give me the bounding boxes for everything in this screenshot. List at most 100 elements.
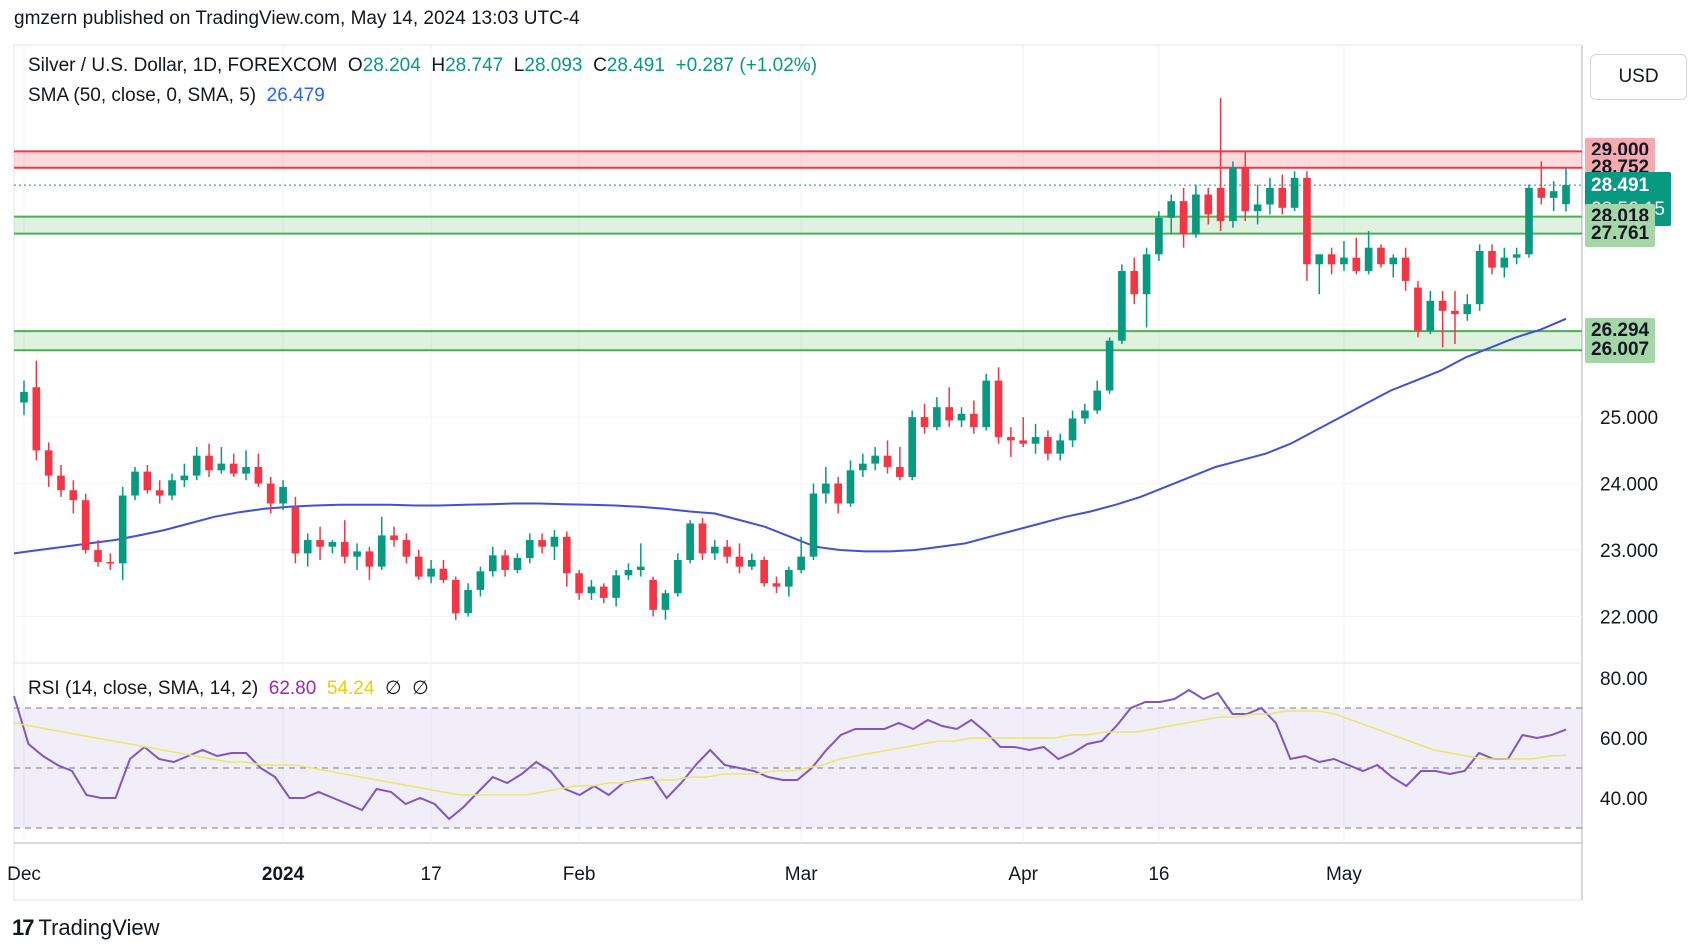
candle-body: [760, 560, 768, 584]
candle-body: [661, 593, 670, 610]
candle-body: [1031, 437, 1040, 444]
rsi-y-tick-label: 40.00: [1600, 789, 1648, 810]
candle-body: [686, 523, 694, 560]
candle-body: [1192, 194, 1200, 235]
low-value: 28.093: [524, 55, 583, 76]
tradingview-logo-icon: 17: [12, 915, 35, 940]
current-price-value: 28.491: [1591, 175, 1650, 197]
candle-body: [1401, 257, 1410, 281]
candle-body: [1229, 167, 1237, 222]
candle-body: [377, 535, 386, 567]
candle-body: [1105, 340, 1114, 391]
candle-body: [427, 568, 435, 577]
candle-body: [1290, 177, 1299, 208]
candle-body: [81, 500, 90, 551]
candle-body: [501, 555, 509, 570]
candle-body: [982, 380, 991, 428]
sma-legend: SMA (50, close, 0, SMA, 5) 26.479: [28, 85, 325, 107]
candle-body: [649, 579, 657, 610]
candle-body: [1512, 254, 1521, 258]
candle-body: [575, 573, 583, 594]
rsi-sma-line: [13, 710, 1567, 796]
rsi-value: 62.80: [268, 678, 317, 699]
candle-body: [945, 407, 954, 421]
candle-body: [1537, 187, 1546, 198]
candle-body: [1130, 270, 1139, 295]
x-tick-label: 17: [421, 864, 442, 885]
candle-body: [538, 540, 546, 547]
candle-body: [180, 475, 189, 481]
change-value: +0.287 (+1.02%): [675, 55, 818, 76]
price-tag-support: 26.007: [1585, 337, 1656, 364]
candle-body: [476, 571, 485, 590]
candle-body: [254, 466, 263, 484]
x-tick-label: Feb: [563, 864, 596, 885]
candle-body: [192, 455, 201, 476]
candle-body: [353, 551, 361, 557]
rsi-label[interactable]: RSI (14, close, SMA, 14, 2): [28, 678, 259, 699]
candle-body: [1303, 177, 1311, 265]
candle-body: [439, 568, 448, 580]
candle-body: [896, 466, 904, 477]
candle-body: [1389, 257, 1398, 265]
candle-body: [1352, 257, 1361, 271]
candle-body: [1475, 251, 1484, 305]
candle-body: [636, 566, 645, 570]
candle-body: [365, 551, 374, 567]
candle-body: [1451, 310, 1459, 315]
candle-body: [1549, 191, 1558, 198]
candle-body: [957, 413, 966, 421]
resistance-zone: [14, 151, 1582, 168]
candle-body: [229, 463, 238, 474]
y-tick-label: 25.000: [1600, 408, 1658, 429]
open-value: 28.204: [362, 55, 421, 76]
candle-body: [168, 480, 176, 496]
candle-body: [1315, 254, 1324, 265]
symbol-label[interactable]: Silver / U.S. Dollar, 1D, FOREXCOM: [28, 55, 338, 76]
candle-body: [920, 417, 929, 428]
candle-body: [451, 579, 460, 614]
tradingview-brand[interactable]: 17 TradingView: [12, 915, 160, 941]
price-legend: Silver / U.S. Dollar, 1D, FOREXCOM O28.2…: [28, 55, 817, 77]
candle-body: [698, 523, 707, 554]
candle-body: [1377, 247, 1385, 265]
candle-body: [1204, 194, 1213, 215]
candle-body: [106, 561, 115, 564]
rsi-legend: RSI (14, close, SMA, 14, 2) 62.80 54.24 …: [28, 677, 429, 700]
candle-body: [822, 483, 830, 494]
candle-body: [673, 560, 682, 594]
candle-body: [488, 555, 497, 572]
candle-body: [464, 589, 472, 614]
candle-body: [994, 380, 1003, 438]
sma-label[interactable]: SMA (50, close, 0, SMA, 5): [28, 85, 257, 106]
candle-body: [1118, 270, 1126, 341]
candle-body: [785, 569, 793, 587]
candle-body: [710, 546, 719, 554]
candle-body: [143, 471, 152, 491]
support-zone: [14, 216, 1582, 234]
close-value: 28.491: [606, 55, 665, 76]
candle-body: [513, 558, 522, 570]
candle-body: [1426, 300, 1435, 331]
candle-body: [414, 556, 423, 577]
rsi-extra-1: ∅: [384, 678, 402, 699]
candle-body: [1562, 185, 1570, 205]
currency-button[interactable]: USD: [1590, 54, 1687, 100]
candle-body: [970, 413, 978, 428]
candle-body: [1019, 440, 1028, 444]
candle-body: [1179, 201, 1188, 235]
candle-body: [871, 455, 880, 464]
x-tick-label: 16: [1148, 864, 1169, 885]
open-label: O: [347, 55, 363, 76]
candle-body: [266, 483, 275, 504]
x-tick-label: Dec: [7, 864, 41, 885]
candle-body: [205, 455, 213, 471]
candle-body: [57, 475, 65, 491]
candle-body: [809, 493, 818, 557]
candle-body: [279, 486, 287, 504]
candle-body: [550, 536, 559, 547]
low-label: L: [513, 55, 525, 76]
plot-frame: [13, 44, 1583, 901]
candle-body: [390, 535, 398, 541]
